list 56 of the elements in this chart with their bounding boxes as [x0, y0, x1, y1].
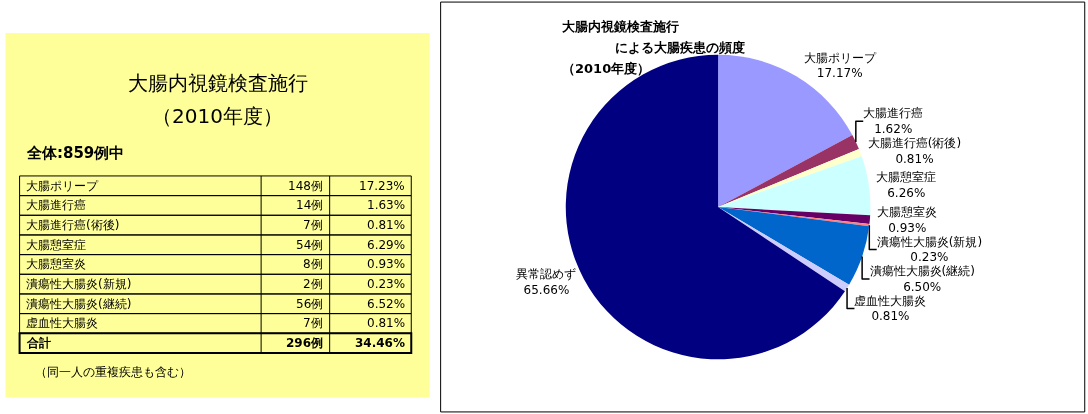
data-label: 17.17% [816, 66, 863, 81]
pie-slice [718, 207, 870, 285]
data-label: 0.93% [888, 220, 927, 235]
text: 大腸内視鏡検査施行 [128, 71, 308, 95]
data-label: 2例 [303, 277, 323, 291]
data-label: 0.93% [367, 257, 406, 271]
data-label: 34.46% [355, 336, 405, 350]
category-label: 虚血性大腸炎 [26, 316, 98, 330]
data-label: 7例 [303, 218, 323, 232]
data-label: 0.23% [910, 250, 949, 265]
slice-label: 異常認めず [516, 267, 577, 282]
chart-title: 大腸内視鏡検査施行 [562, 19, 679, 34]
data-label: 7例 [303, 316, 323, 330]
text: （同一人の重複疾患も含む） [35, 365, 191, 379]
slice-label: 大腸ポリープ [803, 50, 877, 65]
text: （2010年度） [152, 104, 283, 128]
chart-subtitle: による大腸疾患の頻度 [615, 40, 745, 55]
data-label: 65.66% [523, 283, 570, 298]
category-label: 大腸憩室症 [26, 238, 86, 252]
data-label: 0.81% [367, 316, 406, 330]
data-label: 17.23% [359, 179, 405, 193]
data-label: 6.50% [903, 279, 942, 294]
category-label: 潰瘍性大腸炎(新規) [26, 277, 132, 291]
data-label: 0.81% [895, 151, 934, 166]
slice-label: 潰瘍性大腸炎(継続) [869, 264, 975, 279]
slice-label: 大腸進行癌(術後) [867, 136, 962, 150]
category-label: 潰瘍性大腸炎(継続) [26, 297, 132, 311]
data-label: 1.63% [367, 198, 406, 212]
data-label: 8例 [303, 257, 323, 271]
data-label: 148例 [288, 179, 323, 193]
pie-slice [718, 207, 850, 292]
data-label: 1.62% [874, 122, 913, 136]
category-label: 合計 [26, 336, 51, 350]
data-label: 6.29% [367, 238, 406, 252]
pie-slice [718, 156, 871, 216]
slice-label: 大腸進行癌 [863, 106, 924, 121]
data-label: 6.52% [367, 297, 406, 311]
data-label: 0.23% [367, 277, 406, 291]
text: 全体:859例中 [26, 144, 125, 162]
pie-slice [718, 135, 859, 207]
category-label: 大腸憩室炎 [26, 257, 86, 271]
data-label: 6.26% [887, 185, 926, 200]
data-label: 56例 [296, 297, 324, 311]
data-label: 296例 [286, 336, 324, 350]
category-label: 大腸進行癌 [26, 198, 86, 212]
slice-label: 潰瘍性大腸炎(新規) [876, 234, 983, 249]
data-label: 0.81% [871, 309, 910, 324]
text: （2010年度） [562, 61, 651, 76]
category-label: 大腸進行癌(術後) [26, 218, 120, 232]
slice-label: 大腸憩室炎 [877, 204, 938, 219]
data-label: 14例 [296, 198, 324, 212]
slice-label: 大腸憩室症 [876, 170, 937, 185]
slice-label: 虚血性大腸炎 [854, 293, 927, 308]
data-label: 0.81% [367, 218, 406, 232]
category-label: 大腸ポリープ [26, 179, 99, 193]
data-label: 54例 [296, 238, 324, 252]
